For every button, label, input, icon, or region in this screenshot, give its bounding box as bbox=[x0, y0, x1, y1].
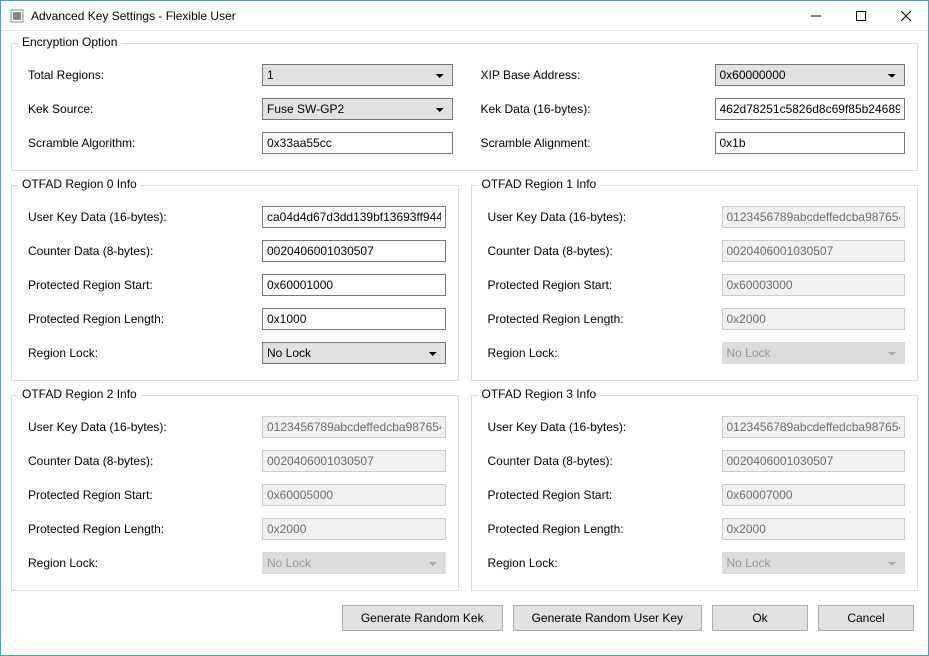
ok-button[interactable]: Ok bbox=[712, 605, 808, 631]
kek-data-label: Kek Data (16-bytes): bbox=[477, 102, 715, 116]
region-2-legend: OTFAD Region 2 Info bbox=[18, 387, 141, 401]
encryption-option-legend: Encryption Option bbox=[18, 35, 121, 49]
region-1-start-input bbox=[722, 274, 906, 296]
region-3-lock-label: Region Lock: bbox=[484, 556, 722, 570]
region-1-user-key-label: User Key Data (16-bytes): bbox=[484, 210, 722, 224]
region-3-user-key-input bbox=[722, 416, 906, 438]
xip-base-address-select[interactable]: 0x60000000 bbox=[715, 64, 906, 86]
encryption-option-group: Encryption Option Total Regions: 1 XIP B… bbox=[11, 43, 918, 171]
app-icon bbox=[9, 8, 25, 24]
generate-random-kek-button[interactable]: Generate Random Kek bbox=[342, 605, 503, 631]
region-3-length-input bbox=[722, 518, 906, 540]
region-0-lock-label: Region Lock: bbox=[24, 346, 262, 360]
region-1-length-label: Protected Region Length: bbox=[484, 312, 722, 326]
scramble-algorithm-label: Scramble Algorithm: bbox=[24, 136, 262, 150]
region-3-lock-select: No Lock bbox=[722, 552, 906, 574]
region-3-group: OTFAD Region 3 InfoUser Key Data (16-byt… bbox=[471, 395, 919, 591]
window-title: Advanced Key Settings - Flexible User bbox=[31, 9, 793, 23]
region-3-user-key-label: User Key Data (16-bytes): bbox=[484, 420, 722, 434]
window-frame: Advanced Key Settings - Flexible User En… bbox=[0, 0, 929, 656]
region-3-length-label: Protected Region Length: bbox=[484, 522, 722, 536]
regions-container: OTFAD Region 0 Info User Key Data (16-byt… bbox=[11, 179, 918, 591]
generate-random-user-key-button[interactable]: Generate Random User Key bbox=[513, 605, 702, 631]
cancel-button[interactable]: Cancel bbox=[818, 605, 914, 631]
region-0-user-key-input[interactable] bbox=[262, 206, 446, 228]
scramble-alignment-input[interactable] bbox=[715, 132, 906, 154]
region-2-group: OTFAD Region 2 InfoUser Key Data (16-byt… bbox=[11, 395, 459, 591]
button-row: Generate Random Kek Generate Random User… bbox=[11, 599, 918, 631]
region-0-start-label: Protected Region Start: bbox=[24, 278, 262, 292]
titlebar: Advanced Key Settings - Flexible User bbox=[1, 1, 928, 31]
region-2-counter-label: Counter Data (8-bytes): bbox=[24, 454, 262, 468]
region-2-length-label: Protected Region Length: bbox=[24, 522, 262, 536]
region-0-lock-select[interactable]: No Lock bbox=[262, 342, 446, 364]
total-regions-label: Total Regions: bbox=[24, 68, 262, 82]
region-3-start-input bbox=[722, 484, 906, 506]
region-1-start-label: Protected Region Start: bbox=[484, 278, 722, 292]
scramble-algorithm-input[interactable] bbox=[262, 132, 453, 154]
xip-base-address-label: XIP Base Address: bbox=[477, 68, 715, 82]
region-1-group: OTFAD Region 1 InfoUser Key Data (16-byt… bbox=[471, 185, 919, 381]
window-controls bbox=[793, 1, 928, 30]
region-2-start-input bbox=[262, 484, 446, 506]
region-0-length-input[interactable] bbox=[262, 308, 446, 330]
region-1-lock-select: No Lock bbox=[722, 342, 906, 364]
region-2-user-key-label: User Key Data (16-bytes): bbox=[24, 420, 262, 434]
region-1-legend: OTFAD Region 1 Info bbox=[478, 177, 601, 191]
region-0-counter-label: Counter Data (8-bytes): bbox=[24, 244, 262, 258]
kek-source-select[interactable]: Fuse SW-GP2 bbox=[262, 98, 453, 120]
region-0-user-key-label: User Key Data (16-bytes): bbox=[24, 210, 262, 224]
region-2-lock-select: No Lock bbox=[262, 552, 446, 574]
region-1-user-key-input bbox=[722, 206, 906, 228]
region-2-counter-input bbox=[262, 450, 446, 472]
region-3-counter-label: Counter Data (8-bytes): bbox=[484, 454, 722, 468]
region-0-counter-input[interactable] bbox=[262, 240, 446, 262]
region-1-length-input bbox=[722, 308, 906, 330]
region-2-lock-label: Region Lock: bbox=[24, 556, 262, 570]
scramble-alignment-label: Scramble Alignment: bbox=[477, 136, 715, 150]
region-1-counter-input bbox=[722, 240, 906, 262]
region-0-start-input[interactable] bbox=[262, 274, 446, 296]
region-0-group: OTFAD Region 0 InfoUser Key Data (16-byt… bbox=[11, 185, 459, 381]
kek-data-input[interactable] bbox=[715, 98, 906, 120]
region-0-legend: OTFAD Region 0 Info bbox=[18, 177, 141, 191]
region-1-counter-label: Counter Data (8-bytes): bbox=[484, 244, 722, 258]
kek-source-label: Kek Source: bbox=[24, 102, 262, 116]
content-area: Encryption Option Total Regions: 1 XIP B… bbox=[1, 31, 928, 655]
close-button[interactable] bbox=[883, 1, 928, 30]
region-2-start-label: Protected Region Start: bbox=[24, 488, 262, 502]
region-2-user-key-input bbox=[262, 416, 446, 438]
region-3-start-label: Protected Region Start: bbox=[484, 488, 722, 502]
region-1-lock-label: Region Lock: bbox=[484, 346, 722, 360]
maximize-button[interactable] bbox=[838, 1, 883, 30]
region-3-legend: OTFAD Region 3 Info bbox=[478, 387, 601, 401]
region-0-length-label: Protected Region Length: bbox=[24, 312, 262, 326]
total-regions-select[interactable]: 1 bbox=[262, 64, 453, 86]
minimize-button[interactable] bbox=[793, 1, 838, 30]
region-2-length-input bbox=[262, 518, 446, 540]
region-3-counter-input bbox=[722, 450, 906, 472]
